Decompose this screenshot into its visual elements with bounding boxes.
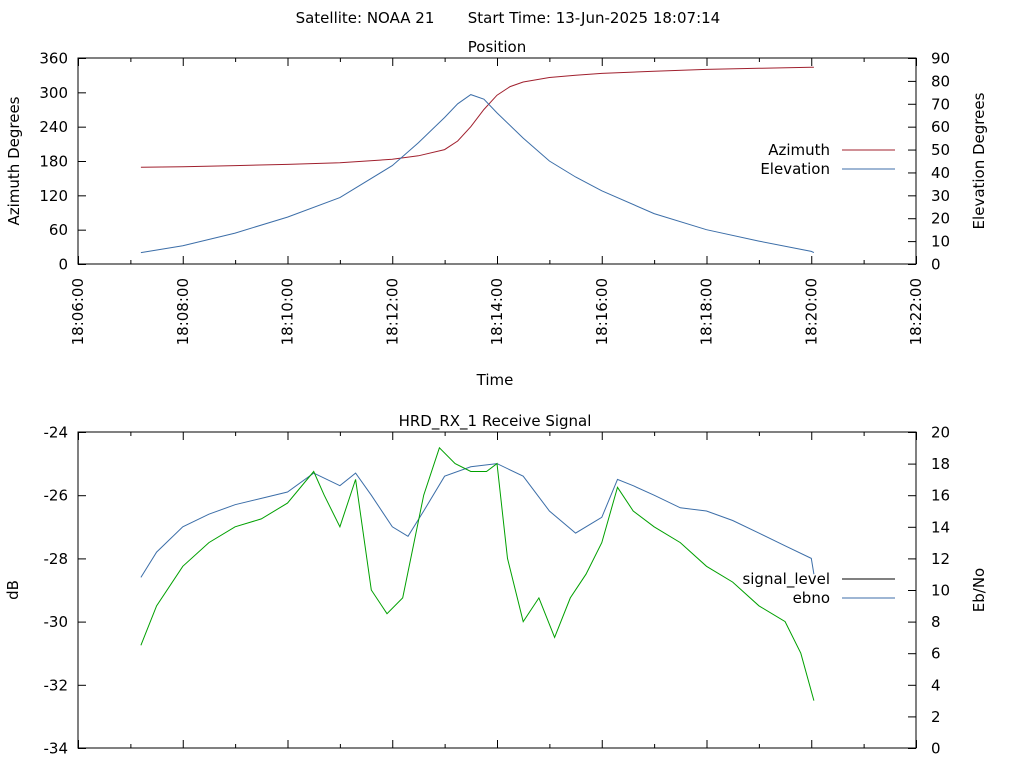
position-y-axis-label: Azimuth Degrees	[5, 96, 23, 225]
y2-tick-label: 4	[931, 676, 941, 694]
y-tick-label: 180	[39, 153, 68, 171]
y-tick-label: -32	[44, 676, 69, 694]
signal-y2-axis-label: Eb/No	[970, 568, 988, 612]
legend-label: Elevation	[760, 160, 830, 178]
position-x-axis-label: Time	[476, 371, 514, 389]
y2-tick-label: 0	[931, 256, 941, 274]
x-tick-label: 18:20:00	[802, 278, 820, 345]
y2-tick-label: 16	[931, 487, 950, 505]
y2-tick-label: 20	[931, 210, 950, 228]
signal-y-axis-label: dB	[4, 580, 22, 600]
y2-tick-label: 30	[931, 187, 950, 205]
position-axes: 18:06:00 18:08:00 18:10:00 18:12:00 18:14:00…	[39, 50, 950, 346]
legend-label: ebno	[793, 589, 830, 607]
y2-tick-label: 2	[931, 708, 941, 726]
signal-chart-title: HRD_RX_1 Receive Signal	[399, 412, 592, 431]
x-tick-label: 18:14:00	[488, 278, 506, 345]
x-tick-label: 18:06:00	[69, 278, 87, 345]
y-tick-label: -30	[44, 613, 69, 631]
y-tick-label: -34	[44, 740, 69, 758]
y-tick-label: 120	[39, 187, 68, 205]
y-tick-label: 60	[49, 221, 68, 239]
y2-tick-label: 12	[931, 550, 950, 568]
position-chart-title: Position	[468, 38, 526, 56]
y-tick-label: 300	[39, 84, 68, 102]
signal-lines	[140, 446, 815, 701]
y2-tick-label: 20	[931, 424, 950, 442]
elevation-series-line	[140, 94, 815, 254]
x-tick-label: 18:22:00	[907, 278, 925, 345]
x-tick-label: 18:18:00	[698, 278, 716, 345]
y2-tick-label: 60	[931, 118, 950, 136]
satellite-label: Satellite: NOAA 21	[296, 9, 435, 27]
y2-tick-label: 6	[931, 645, 941, 663]
y2-tick-label: 80	[931, 72, 950, 90]
x-tick-label: 18:16:00	[593, 278, 611, 345]
legend-label: signal_level	[742, 570, 830, 589]
y-tick-label: 360	[39, 50, 68, 68]
signal-axes: -34 -32 -30 -28 -26 -24 0 2 4 6 8 10 12 14 16 18 20	[44, 424, 951, 758]
y-tick-label: -28	[44, 550, 69, 568]
y2-tick-label: 10	[931, 233, 950, 251]
x-tick-label: 18:10:00	[279, 278, 297, 345]
position-lines	[140, 66, 815, 254]
position-chart: Position Time Azimuth Degrees Elevation …	[5, 38, 988, 389]
signal-chart: HRD_RX_1 Receive Signal dB Eb/No -34-32-…	[4, 412, 988, 758]
legend-label: Azimuth	[768, 141, 830, 159]
y-tick-label: -24	[44, 424, 69, 442]
y2-tick-label: 18	[931, 455, 950, 473]
unlabeled-series-line	[140, 446, 815, 701]
y2-tick-label: 0	[931, 740, 941, 758]
y-tick-label: 240	[39, 118, 68, 136]
y-tick-label: 0	[58, 256, 68, 274]
position-y2-axis-label: Elevation Degrees	[970, 92, 988, 229]
y-tick-label: -26	[44, 487, 69, 505]
y2-tick-label: 10	[931, 582, 950, 600]
y2-tick-label: 40	[931, 164, 950, 182]
start-time-label: Start Time: 13-Jun-2025 18:07:14	[468, 9, 720, 27]
azimuth-series-line	[140, 66, 814, 168]
y2-tick-label: 8	[931, 613, 941, 631]
ebno-series-line	[140, 463, 815, 578]
x-tick-label: 18:08:00	[174, 278, 192, 345]
plot-border	[77, 431, 917, 749]
x-tick-label: 18:12:00	[383, 278, 401, 345]
y2-tick-label: 50	[931, 141, 950, 159]
y2-tick-label: 70	[931, 95, 950, 113]
y2-tick-label: 90	[931, 50, 950, 68]
y2-tick-label: 14	[931, 518, 950, 536]
